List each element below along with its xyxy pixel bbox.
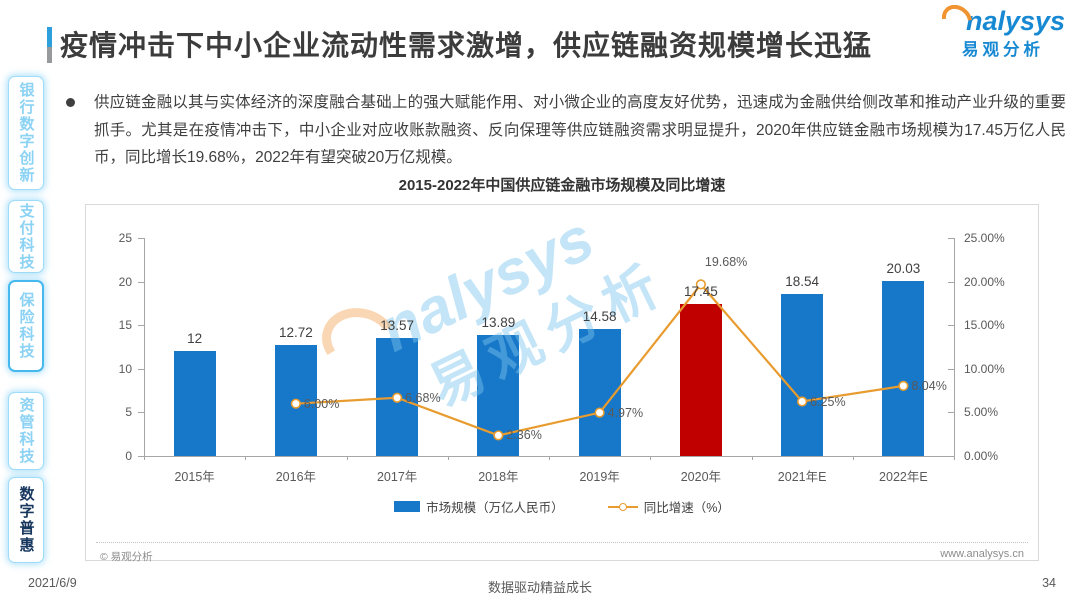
line-point-label: 2.36% — [506, 428, 542, 443]
website-url: www.analysys.cn — [940, 548, 1024, 560]
x-axis-tick — [954, 456, 955, 460]
right-axis-tick — [948, 368, 954, 370]
bar-2020年 — [679, 303, 722, 456]
bullet-icon — [66, 98, 75, 107]
bar-2021年E — [781, 294, 824, 456]
analysys-logo: nalysys 易观分析 — [936, 0, 1070, 60]
x-axis-tick — [549, 456, 550, 460]
x-axis-category-label: 2015年 — [174, 470, 215, 484]
card-divider — [96, 542, 1028, 543]
x-axis-category-label: 2020年 — [680, 470, 722, 484]
right-axis-tick-label: 0.00% — [964, 449, 999, 463]
x-axis-tick — [245, 456, 247, 460]
bar-value-label: 12 — [187, 331, 203, 347]
x-axis-tick — [144, 456, 145, 460]
chart-title: 2015-2022年中国供应链金融市场规模及同比增速 — [398, 177, 726, 194]
bar-value-label: 12.72 — [278, 325, 313, 341]
legend-item-yoy-growth: 同比增速（%） — [607, 497, 730, 516]
line-swatch-icon — [607, 502, 638, 511]
x-axis-category-label: 2017年 — [376, 470, 418, 484]
right-axis-tick — [948, 412, 954, 414]
x-axis-category-label: 2021年E — [777, 470, 827, 484]
logo-chinese-name: 易观分析 — [962, 41, 1044, 59]
sidebar-item-label: 保险科技 — [17, 292, 35, 360]
left-axis-tick-label: 15 — [118, 318, 132, 333]
x-axis-category-label: 2018年 — [478, 470, 519, 484]
sidebar-item-insurance-tech[interactable]: 保险科技 — [8, 280, 44, 372]
left-axis-tick-label: 20 — [118, 274, 132, 289]
left-axis-tick-label: 5 — [125, 405, 132, 420]
legend-label: 同比增速（%） — [643, 501, 730, 515]
line-point-label: 8.04% — [911, 378, 947, 393]
footer-date: 2021/6/9 — [28, 576, 77, 590]
line-point-label: 19.68% — [704, 255, 748, 270]
line-point-label: 6.25% — [810, 394, 846, 409]
bar-value-label: 20.03 — [886, 261, 921, 277]
chart-legend: 市场规模（万亿人民币） 同比增速（%） — [86, 497, 1038, 516]
bar-value-label: 13.57 — [380, 317, 415, 333]
sidebar-item-label: 资管科技 — [17, 397, 35, 465]
x-axis-category-label: 2022年E — [879, 470, 928, 484]
bar-value-label: 14.58 — [582, 308, 617, 324]
x-axis-tick — [852, 456, 854, 460]
title-accent-bar — [47, 27, 52, 63]
left-axis-tick — [138, 368, 144, 370]
footer-page-number: 34 — [1042, 576, 1056, 590]
x-axis-category-label: 2016年 — [275, 470, 317, 484]
logo-wordmark: nalysys — [936, 0, 1070, 41]
sidebar-item-label: 数字普惠 — [17, 486, 35, 554]
right-axis-line — [954, 238, 955, 456]
page-title: 疫情冲击下中小企业流动性需求激增，供应链融资规模增长迅猛 — [60, 30, 873, 61]
sidebar-item-label: 支付科技 — [17, 202, 35, 271]
yoy-growth-line — [290, 279, 909, 441]
x-axis-tick — [751, 456, 753, 460]
right-axis-tick-label: 15.00% — [964, 318, 1005, 333]
bar-2019年 — [578, 328, 621, 456]
left-axis-line — [144, 238, 145, 456]
line-point-label: 4.97% — [607, 405, 644, 420]
legend-label: 市场规模（万亿人民币） — [426, 501, 564, 515]
bar-value-label: 18.54 — [785, 274, 820, 290]
left-axis-tick — [138, 412, 144, 414]
right-axis-tick — [948, 238, 954, 239]
summary-paragraph: 供应链金融以其与实体经济的深度融合基础上的强大赋能作用、对小微企业的高度友好优势… — [94, 94, 1066, 166]
copyright-source: © 易观分析 — [100, 551, 153, 563]
bar-value-label: 13.89 — [481, 314, 516, 330]
sidebar-item-payment-tech[interactable]: 支付科技 — [8, 200, 44, 273]
chart-card: 0 5 10 15 20 25 0.00% 5.00% 10.00% 15.00% 20.00% 25… — [85, 204, 1039, 563]
right-axis-tick — [948, 325, 954, 327]
line-point-label: 6.68% — [405, 390, 441, 405]
right-axis-tick-label: 5.00% — [964, 405, 999, 420]
sidebar-item-digital-inclusion[interactable]: 数字普惠 — [8, 477, 44, 563]
bar-swatch-icon — [394, 501, 421, 512]
x-axis-tick — [447, 456, 449, 460]
x-axis-category-label: 2019年 — [579, 470, 620, 484]
sidebar-item-asset-mgmt-tech[interactable]: 资管科技 — [8, 392, 44, 470]
right-axis-tick — [948, 456, 954, 457]
right-axis-tick-label: 10.00% — [964, 361, 1005, 376]
line-point-label: 6.00% — [303, 396, 340, 411]
legend-item-market-size: 市场规模（万亿人民币） — [394, 497, 564, 516]
chart-plot-area: 0 5 10 15 20 25 0.00% 5.00% 10.00% 15.00% 20.00% 25… — [86, 205, 1038, 560]
sidebar-item-label: 银行数字创新 — [17, 82, 35, 184]
left-axis-tick — [138, 238, 144, 239]
bar-2015年 — [173, 351, 216, 456]
left-axis-tick — [138, 456, 144, 457]
footer-tagline: 数据驱动精益成长 — [487, 580, 592, 595]
right-axis-tick-label: 20.00% — [964, 274, 1005, 289]
x-axis-tick — [346, 456, 348, 460]
left-axis-tick-label: 10 — [118, 361, 132, 376]
left-axis-tick-label: 0 — [125, 449, 132, 463]
right-axis-tick-label: 25.00% — [964, 231, 1005, 245]
left-axis-tick-label: 25 — [118, 231, 132, 245]
right-axis-tick — [948, 281, 954, 283]
bar-2022年E — [882, 281, 925, 456]
x-axis-tick — [650, 456, 652, 460]
left-axis-tick — [138, 325, 144, 327]
bar-value-label: 17.45 — [683, 283, 718, 299]
sidebar-item-banking-digital-innovation[interactable]: 银行数字创新 — [8, 76, 44, 190]
left-axis-tick — [138, 281, 144, 283]
